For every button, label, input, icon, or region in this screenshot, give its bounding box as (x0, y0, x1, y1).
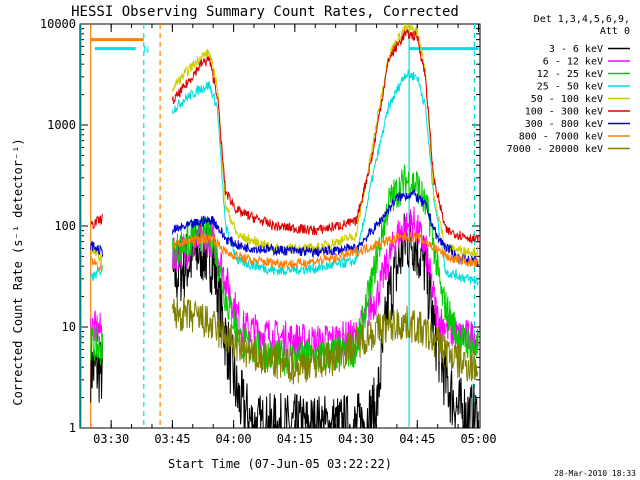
x-tick-label: 04:15 (277, 432, 313, 446)
legend-label: 6 - 12 keV (543, 57, 603, 68)
series-line-800-7000-kev (172, 231, 479, 270)
series-line-100-300-kev (90, 213, 103, 229)
y-tick-label: 100 (54, 219, 76, 233)
legend-header-line-2: Att 0 (600, 26, 630, 37)
series-line-300-800-kev (90, 240, 103, 257)
series-line-50-100-kev (172, 23, 479, 257)
x-tick-label: 03:30 (93, 432, 129, 446)
series-line-300-800-kev (172, 188, 479, 267)
x-tick-label: 04:45 (399, 432, 435, 446)
x-tick-label: 04:00 (216, 432, 252, 446)
legend-label: 50 - 100 keV (531, 94, 603, 105)
y-tick-label: 10 (62, 320, 76, 334)
y-axis-label: Corrected Count Rate (s⁻¹ detector⁻¹) (11, 138, 25, 405)
legend-label: 300 - 800 keV (525, 119, 603, 130)
plot-area: 1 10 100 1000 10000 03:30 03:45 04:00 04:15 04:30… (40, 17, 497, 446)
legend-label: 3 - 6 keV (549, 44, 603, 55)
y-tick-label: 10000 (40, 17, 76, 31)
footer-timestamp: 28-Mar-2010 18:33 (554, 469, 636, 478)
chart-title: HESSI Observing Summary Count Rates, Cor… (71, 4, 459, 20)
x-tick-label: 05:00 (460, 432, 496, 446)
legend-label: 800 - 7000 keV (519, 132, 603, 143)
legend-label: 7000 - 20000 keV (507, 144, 603, 155)
series-line-25-50-kev (172, 69, 479, 286)
series-line-12-25-kev (90, 325, 103, 366)
x-tick-label: 04:30 (338, 432, 374, 446)
series-line-800-7000-kev (90, 255, 103, 273)
series-line-7000-20000-kev (171, 296, 479, 385)
legend-label: 25 - 50 keV (537, 82, 603, 93)
y-tick-label: 1000 (47, 118, 76, 132)
flag-bar-label: N (144, 46, 149, 56)
legend-label: 12 - 25 keV (537, 69, 603, 80)
series-line-25-50-kev (90, 265, 103, 282)
x-axis-label: Start Time (07-Jun-05 03:22:22) (168, 457, 392, 471)
legend-label: 100 - 300 keV (525, 107, 603, 118)
series-line-6-12-kev (172, 206, 479, 360)
legend-header-line-1: Det 1,3,4,5,6,9, (534, 14, 630, 25)
y-tick-label: 1 (69, 421, 76, 435)
series-line-100-300-kev (172, 29, 479, 244)
x-tick-label: 03:45 (154, 432, 190, 446)
series-line-3-6-kev (172, 213, 479, 429)
